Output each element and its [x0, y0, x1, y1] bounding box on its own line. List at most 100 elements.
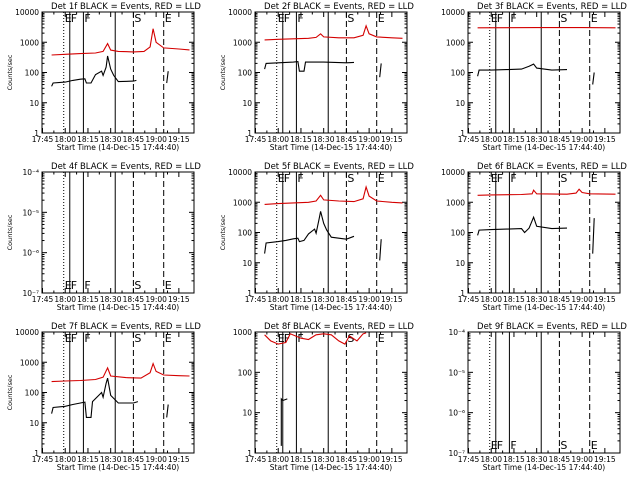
marker-label: S [560, 172, 567, 185]
x-axis-label: Start Time (14-Dec-15 17:44:40) [483, 303, 605, 312]
x-tick-label: 18:45 [549, 295, 571, 304]
series-line-events [592, 72, 595, 85]
y-axis-label: Counts/sec [6, 374, 14, 410]
y-axis-label: Counts/sec [219, 54, 227, 90]
y-tick-label: 10⁻⁷ [448, 449, 465, 458]
x-tick-label: 18:00 [480, 295, 502, 304]
x-tick-label: 18:15 [503, 295, 525, 304]
y-tick-label: 1 [247, 449, 252, 458]
chart-title: Det 3f BLACK = Events, RED = LLD [477, 2, 627, 12]
series-line-events [51, 377, 139, 418]
x-tick-label: 18:15 [77, 455, 99, 464]
series-line-lld [51, 361, 190, 383]
x-tick-label: 18:15 [503, 455, 525, 464]
x-tick-label: 18:30 [100, 135, 122, 144]
marker-label: S [347, 12, 354, 25]
chart-panel-4: Det 4f BLACK = Events, RED = LLD 10⁻⁷ 10⁻⁶… [6, 162, 201, 312]
x-tick-label: 17:45 [245, 295, 267, 304]
chart-panel-5: Det 5f BLACK = Events, RED = LLD 1 10 100 10… [219, 162, 414, 312]
marker-label: F [297, 12, 303, 25]
marker-label: E [165, 12, 172, 25]
y-tick-label: 1000 [20, 38, 39, 47]
x-tick-label: 18:30 [526, 295, 548, 304]
marker-label: E [378, 332, 385, 345]
marker-label: F [510, 12, 516, 25]
x-tick-label: 18:15 [77, 295, 99, 304]
y-tick-label: 1000 [20, 358, 39, 367]
x-tick-label: 19:15 [594, 455, 616, 464]
marker-label: F [510, 439, 516, 452]
marker-label: F [84, 12, 90, 25]
y-tick-label: 10 [242, 99, 252, 108]
x-tick-label: 19:15 [381, 135, 403, 144]
marker-label: F [297, 172, 303, 185]
y-tick-label: 10 [242, 409, 252, 418]
x-tick-label: 18:30 [313, 135, 335, 144]
y-tick-label: 1 [460, 289, 465, 298]
x-tick-label: 19:00 [571, 295, 593, 304]
marker-label: E [278, 12, 285, 25]
series-line-events [477, 215, 568, 236]
series-line-events [264, 211, 355, 254]
x-tick-label: 18:45 [123, 135, 145, 144]
marker-label: F [284, 172, 290, 185]
series-line-events [51, 55, 137, 87]
chart-title: Det 9f BLACK = Events, RED = LLD [477, 322, 627, 332]
series-line-lld [264, 24, 403, 41]
marker-label: E [165, 332, 172, 345]
y-axis-label: Counts/sec [219, 214, 227, 250]
series-line-events [477, 63, 568, 77]
x-tick-label: 18:45 [123, 455, 145, 464]
x-tick-label: 18:45 [549, 135, 571, 144]
marker-label: S [134, 12, 141, 25]
series-line-events [379, 239, 382, 261]
marker-label: E [278, 172, 285, 185]
series-line-lld [51, 28, 190, 56]
x-tick-label: 17:45 [245, 135, 267, 144]
chart-panel-1: Det 1f BLACK = Events, RED = LLD 1 10 100 10… [6, 2, 201, 152]
y-axis-label: Counts/sec [6, 54, 14, 90]
x-axis-label: Start Time (14-Dec-15 17:44:40) [270, 143, 392, 152]
x-tick-label: 19:00 [358, 295, 380, 304]
x-tick-label: 18:00 [54, 455, 76, 464]
y-tick-label: 100 [238, 229, 253, 238]
series-line-events [264, 60, 355, 72]
y-tick-label: 1 [247, 289, 252, 298]
x-tick-label: 19:00 [571, 455, 593, 464]
marker-label: F [497, 12, 503, 25]
y-tick-label: 10⁻⁶ [448, 409, 465, 418]
marker-label: F [284, 332, 290, 345]
x-axis-label: Start Time (14-Dec-15 17:44:40) [270, 303, 392, 312]
x-tick-label: 19:15 [168, 295, 190, 304]
marker-label: E [65, 12, 72, 25]
x-tick-label: 19:00 [145, 295, 167, 304]
x-tick-label: 18:00 [480, 135, 502, 144]
series-line-lld [477, 188, 616, 196]
marker-label: F [497, 172, 503, 185]
y-tick-label: 1 [34, 449, 39, 458]
y-tick-label: 10000 [228, 8, 252, 17]
y-tick-label: 10000 [228, 168, 252, 177]
marker-label: E [591, 439, 598, 452]
marker-label: S [347, 172, 354, 185]
x-tick-label: 19:15 [381, 295, 403, 304]
y-tick-label: 10⁻⁴ [448, 328, 465, 337]
x-axis-label: Start Time (14-Dec-15 17:44:40) [57, 303, 179, 312]
x-tick-label: 19:15 [381, 455, 403, 464]
x-axis-label: Start Time (14-Dec-15 17:44:40) [270, 463, 392, 472]
x-tick-label: 18:30 [526, 455, 548, 464]
plot-frame [467, 331, 621, 454]
chart-title: Det 1f BLACK = Events, RED = LLD [51, 2, 201, 12]
x-tick-label: 18:30 [100, 295, 122, 304]
marker-label: F [84, 279, 90, 292]
x-tick-label: 19:00 [358, 135, 380, 144]
x-tick-label: 18:45 [123, 295, 145, 304]
y-tick-label: 10000 [15, 8, 39, 17]
x-tick-label: 17:45 [32, 295, 54, 304]
x-axis-label: Start Time (14-Dec-15 17:44:40) [483, 143, 605, 152]
series-line-events [592, 218, 595, 254]
marker-label: E [278, 332, 285, 345]
marker-label: E [65, 332, 72, 345]
x-tick-label: 17:45 [458, 295, 480, 304]
x-tick-label: 19:00 [358, 455, 380, 464]
